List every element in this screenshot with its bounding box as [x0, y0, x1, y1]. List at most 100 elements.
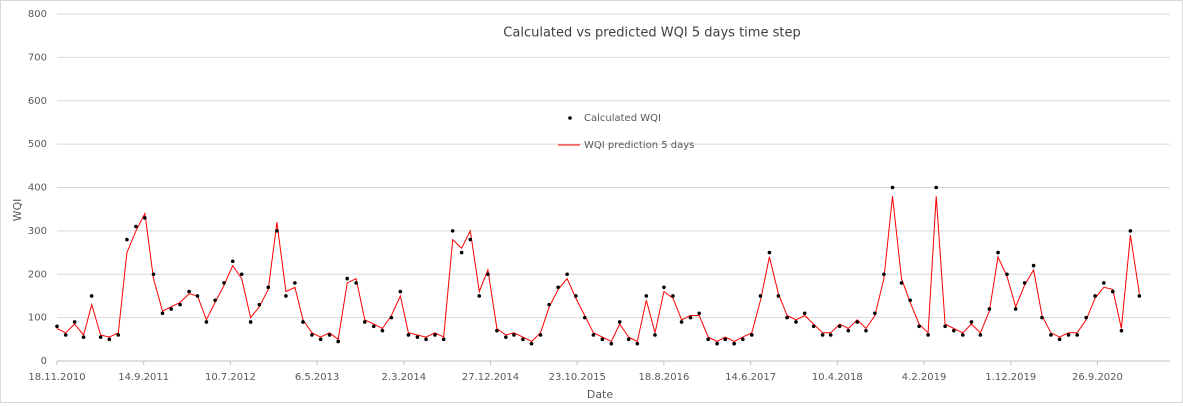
data-point [398, 289, 403, 294]
data-point [882, 272, 886, 277]
y-tick-label: 200 [28, 269, 47, 280]
data-point [609, 341, 614, 346]
data-point [996, 250, 1000, 255]
data-point [1031, 263, 1036, 268]
data-point [371, 324, 376, 329]
data-point [952, 328, 956, 333]
data-point [600, 337, 605, 342]
data-point [266, 285, 271, 290]
data-point [741, 337, 745, 342]
data-point [1049, 333, 1053, 337]
data-point [1013, 307, 1018, 311]
data-point [55, 324, 59, 329]
data-point [230, 259, 235, 264]
data-point [178, 302, 182, 307]
data-point [846, 328, 851, 333]
data-point [521, 337, 525, 342]
data-point [327, 333, 332, 337]
data-point [293, 281, 297, 285]
data-point [134, 224, 138, 229]
data-point [715, 341, 719, 346]
data-point [644, 294, 649, 298]
x-tick-label: 10.7.2012 [205, 372, 256, 383]
data-point [934, 185, 938, 190]
legend-marker [568, 116, 572, 120]
y-tick-label: 0 [41, 356, 47, 367]
x-tick-label: 18.11.2010 [28, 372, 85, 383]
data-point [239, 272, 244, 277]
data-point [512, 333, 516, 337]
x-tick-label: 6.5.2013 [295, 372, 340, 383]
data-point [785, 315, 789, 320]
data-point [1110, 289, 1115, 294]
data-point [626, 337, 631, 342]
x-axis-label: Date [587, 388, 614, 401]
x-tick-label: 27.12.2014 [462, 372, 519, 383]
data-point [195, 294, 200, 298]
y-tick-label: 400 [28, 183, 47, 194]
data-point [504, 335, 508, 339]
data-point [978, 333, 983, 337]
data-point [187, 289, 191, 294]
data-point [1057, 337, 1062, 342]
data-point [749, 333, 754, 337]
data-point [679, 320, 684, 324]
y-tick-label: 300 [28, 226, 47, 237]
data-point [301, 320, 305, 324]
data-point [107, 337, 112, 342]
data-point [284, 294, 288, 298]
data-point [794, 320, 798, 324]
data-point [556, 285, 560, 290]
data-point [767, 250, 772, 255]
data-point [565, 272, 569, 277]
x-tick-label: 2.3.2014 [382, 372, 427, 383]
data-point [450, 229, 455, 233]
data-point [213, 298, 217, 303]
data-point [1040, 315, 1044, 320]
data-point [864, 328, 868, 333]
legend-label: WQI prediction 5 days [584, 140, 694, 151]
data-point [926, 333, 930, 337]
data-point [222, 281, 226, 285]
y-tick-label: 600 [28, 96, 47, 107]
x-tick-label: 26.9.2020 [1072, 372, 1123, 383]
data-point [169, 307, 173, 311]
data-point [72, 320, 77, 324]
data-point [776, 294, 781, 298]
y-tick-label: 800 [28, 9, 47, 20]
x-tick-label: 14.6.2017 [725, 372, 776, 383]
data-point [354, 281, 358, 285]
x-tick-label: 10.4.2018 [812, 372, 863, 383]
data-point [415, 335, 420, 339]
data-point [960, 333, 965, 337]
data-point [63, 333, 68, 337]
data-point [582, 315, 587, 320]
data-point [529, 341, 534, 346]
data-point [248, 320, 253, 324]
data-point [441, 337, 446, 342]
data-point [1066, 333, 1071, 337]
data-point [1128, 229, 1133, 233]
data-point [424, 337, 428, 342]
y-tick-label: 500 [28, 139, 47, 150]
data-point [1119, 328, 1124, 333]
data-point [204, 320, 209, 324]
data-point [538, 333, 543, 337]
data-point [969, 320, 974, 324]
data-point [697, 311, 701, 316]
data-point [890, 185, 895, 190]
prediction-line [56, 196, 1140, 343]
data-point [116, 333, 121, 337]
data-point [125, 237, 129, 242]
data-point [811, 324, 816, 329]
data-point [688, 315, 693, 320]
data-point [486, 272, 490, 277]
data-point [820, 333, 825, 337]
data-point [495, 328, 499, 333]
data-point [758, 294, 763, 298]
data-point [899, 281, 904, 285]
data-point [81, 335, 86, 339]
data-point [380, 328, 385, 333]
